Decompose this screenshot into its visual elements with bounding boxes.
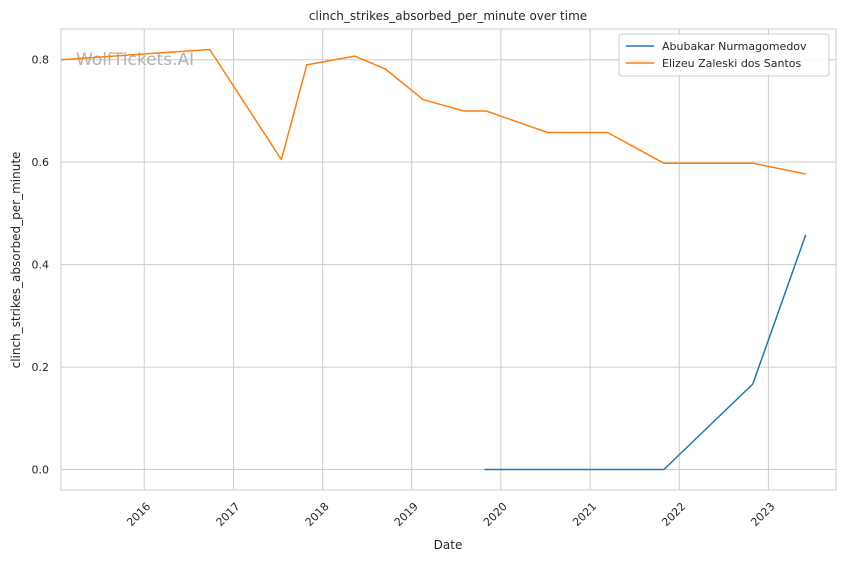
y-tick-label: 0.2: [32, 361, 50, 374]
x-axis-label: Date: [434, 538, 463, 552]
y-tick-label: 0.8: [32, 54, 50, 67]
x-gridlines: [143, 29, 769, 490]
series-line-2: [60, 48, 806, 175]
legend: Abubakar Nurmagomedov Elizeu Zaleski dos …: [618, 33, 830, 77]
series-layer: [60, 48, 807, 471]
legend-label-1: Abubakar Nurmagomedov: [662, 40, 807, 53]
legend-label-2: Elizeu Zaleski dos Santos: [662, 57, 802, 70]
y-tick-labels: 0.0 0.2 0.4 0.6 0.8: [32, 54, 50, 477]
chart-title: clinch_strikes_absorbed_per_minute over …: [309, 9, 587, 23]
series-line-1: [484, 234, 807, 471]
y-axis-label: clinch_strikes_absorbed_per_minute: [9, 152, 23, 369]
legend-box: [618, 33, 830, 77]
watermark: WolfTickets.AI: [76, 50, 194, 70]
y-tick-label: 0.0: [32, 464, 50, 477]
y-tick-label: 0.6: [32, 156, 50, 169]
y-tick-label: 0.4: [32, 259, 50, 272]
plot-frame: [60, 28, 837, 491]
